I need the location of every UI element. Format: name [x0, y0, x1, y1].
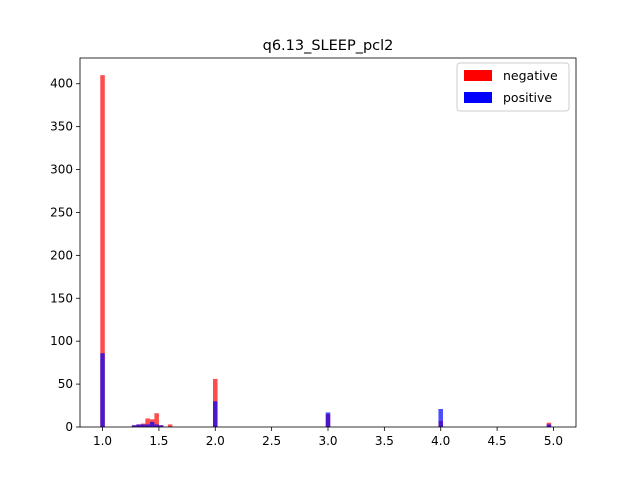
- legend-swatch-negative: [464, 70, 492, 81]
- bar-negative-6: [154, 413, 159, 427]
- axes: 1.0 1.5 2.0 2.5 3.0 3.5 4.0 4.5 5.0 0 50 100 150 200 2…: [50, 57, 577, 448]
- bar-negative-4: [145, 418, 150, 427]
- x-tick-label-0: 1.0: [93, 434, 112, 448]
- y-tick-label-5: 250: [50, 205, 73, 219]
- bar-positive-6: [154, 424, 159, 427]
- legend-swatch-positive: [464, 92, 492, 103]
- legend: negative positive: [456, 62, 570, 112]
- y-tick-label-8: 400: [50, 77, 73, 91]
- y-tick-label-4: 200: [50, 248, 73, 262]
- x-tick-label-8: 5.0: [544, 434, 563, 448]
- x-tick-label-2: 2.0: [206, 434, 225, 448]
- x-tick-label-6: 4.0: [431, 434, 450, 448]
- legend-label-negative: negative: [503, 68, 558, 83]
- bar-positive-0: [100, 353, 105, 427]
- bar-positive-1: [131, 425, 137, 427]
- y-tick-label-7: 350: [50, 120, 73, 134]
- legend-label-positive: positive: [503, 90, 552, 105]
- bar-positive-4: [145, 424, 150, 427]
- plot-area: [100, 75, 552, 427]
- y-tick-label-2: 100: [50, 334, 73, 348]
- bar-negative-0: [100, 75, 105, 427]
- bar-positive-10: [438, 408, 443, 427]
- y-tick-label-0: 0: [65, 420, 73, 434]
- bar-positive-11: [546, 424, 552, 427]
- chart-title: q6.13_SLEEP_pcl2: [263, 38, 394, 54]
- bar-positive-5: [149, 421, 155, 427]
- x-tick-label-1: 1.5: [149, 434, 168, 448]
- bar-positive-9: [325, 412, 331, 427]
- bar-positive-8: [213, 401, 218, 427]
- x-tick-label-7: 4.5: [488, 434, 507, 448]
- bar-positive-2: [136, 424, 141, 427]
- y-tick-label-1: 50: [58, 377, 73, 391]
- x-tick-label-4: 3.0: [318, 434, 337, 448]
- x-tick-label-3: 2.5: [262, 434, 281, 448]
- bar-positive-7: [158, 425, 164, 427]
- y-tick-label-6: 300: [50, 163, 73, 177]
- bar-positive-3: [140, 424, 146, 427]
- bar-negative-8: [167, 424, 173, 427]
- y-tick-label-3: 150: [50, 291, 73, 305]
- x-tick-label-5: 3.5: [375, 434, 394, 448]
